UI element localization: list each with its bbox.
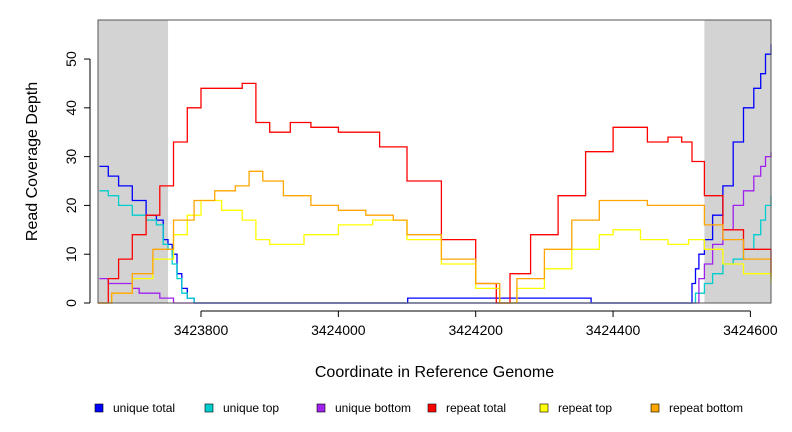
- series-lines: [98, 44, 772, 304]
- y-tick-label: 10: [63, 246, 79, 262]
- x-axis-title: Coordinate in Reference Genome: [315, 364, 554, 381]
- shaded-regions: [98, 20, 771, 303]
- legend-label: repeat total: [446, 401, 506, 415]
- shaded-region-0: [98, 20, 169, 303]
- legend-label: repeat bottom: [669, 401, 743, 415]
- legend: unique total unique top unique bottom repea…: [94, 401, 743, 415]
- shaded-region-1: [704, 20, 771, 303]
- plot-frame: [97, 19, 772, 304]
- x-tick-label: 3424400: [586, 322, 641, 338]
- legend-label: unique bottom: [335, 401, 411, 415]
- y-tick-label: 20: [63, 197, 79, 213]
- legend-swatch: [316, 403, 326, 413]
- legend-swatch: [539, 403, 549, 413]
- legend-item-unique-top: unique top: [204, 401, 279, 415]
- legend-swatch: [650, 403, 660, 413]
- y-tick-label: 40: [63, 100, 79, 116]
- legend-item-repeat-bottom: repeat bottom: [650, 401, 743, 415]
- y-tick-label: 50: [63, 51, 79, 67]
- series-line-repeat-bottom: [98, 170, 772, 304]
- series-line-unique-total: [99, 44, 772, 304]
- legend-label: unique top: [223, 401, 279, 415]
- legend-item-unique-bottom: unique bottom: [316, 401, 411, 415]
- x-tick-label: 3424600: [723, 322, 778, 338]
- y-tick-label: 0: [63, 299, 79, 307]
- y-axis-title: Read Coverage Depth: [24, 82, 41, 241]
- legend-swatch: [427, 403, 437, 413]
- legend-swatch: [204, 403, 214, 413]
- series-line-unique-bottom: [99, 151, 772, 304]
- legend-item-repeat-top: repeat top: [539, 401, 612, 415]
- x-tick-label: 3424200: [448, 322, 503, 338]
- series-line-repeat-total: [98, 82, 772, 304]
- legend-item-unique-total: unique total: [94, 401, 175, 415]
- legend-label: unique total: [113, 401, 175, 415]
- x-axis: 3423800 3424000 3424200 3424400 3424600: [174, 310, 778, 338]
- legend-label: repeat top: [558, 401, 612, 415]
- y-tick-label: 30: [63, 149, 79, 165]
- x-tick-label: 3424000: [311, 322, 366, 338]
- y-axis: 0 10 20 30 40 50: [63, 51, 91, 307]
- x-tick-label: 3423800: [174, 322, 229, 338]
- series-line-unique-top: [99, 190, 772, 304]
- legend-item-repeat-total: repeat total: [427, 401, 506, 415]
- legend-swatch: [94, 403, 104, 413]
- series-line-repeat-top: [98, 199, 772, 304]
